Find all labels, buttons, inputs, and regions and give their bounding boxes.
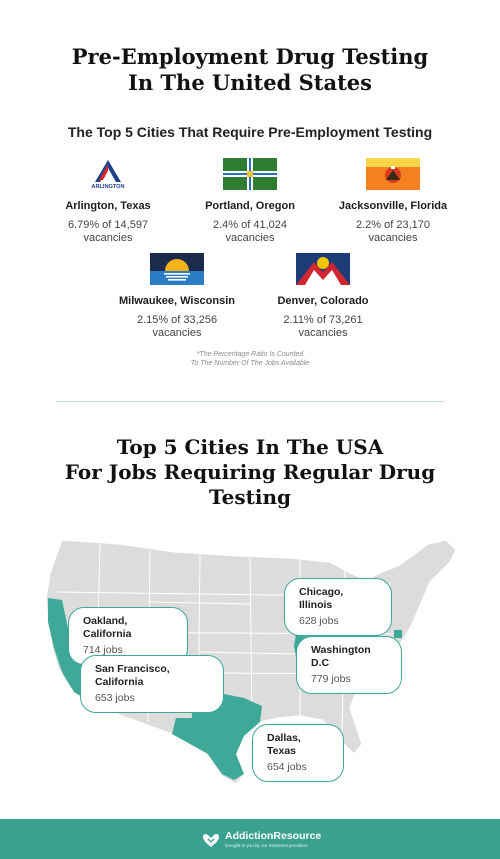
section-title-line-3: Testing [209,485,291,509]
city-card-portland: Portland, Oregon 2.4% of 41,024 vacancie… [165,158,335,245]
city-stat: 2.15% of 33,256 [136,314,218,326]
page-title-line-1: Pre-Employment Drug Testing [71,44,429,69]
city-stat: 2.4% of 41,024 [212,219,287,231]
callout-job-count: 654 jobs [267,761,307,773]
callout-chicago: Chicago, Illinois 628 jobs [284,578,392,636]
footnote-line-2: To The Number Of The Jobs Available [190,360,310,367]
portland-flag-icon [223,158,277,190]
callout-city-name: San Francisco, California [95,663,170,688]
section-divider [56,401,444,402]
footnote-line-1: *The Percentage Ratio Is Counted [196,351,304,358]
city-name: Portland, Oregon [205,200,295,212]
callout-job-count: 714 jobs [83,644,123,656]
city-card-denver: Denver, Colorado 2.11% of 73,261 vacanci… [238,253,408,340]
city-stat-unit: vacancies [83,232,133,244]
callout-dallas: Dallas, Texas 654 jobs [252,724,344,782]
city-card-milwaukee: Milwaukee, Wisconsin 2.15% of 33,256 vac… [92,253,262,340]
city-stat-unit: vacancies [368,232,418,244]
city-stat: 2.11% of 73,261 [283,314,363,326]
callout-city-name: Oakland, California [83,615,132,640]
callout-job-count: 779 jobs [311,673,351,685]
city-stat-unit: vacancies [298,327,348,339]
addiction-resource-logo-icon [203,833,219,847]
city-card-arlington: ARLINGTON Arlington, Texas 6.79% of 14,5… [23,158,193,245]
city-stat: 6.79% of 14,597 [67,219,149,231]
page-title: Pre-Employment Drug Testing In The Unite… [0,44,500,96]
callout-city-name: Chicago, Illinois [299,586,344,611]
section-title-line-2: For Jobs Requiring Regular Drug [64,460,436,484]
percentage-footnote: *The Percentage Ratio Is Counted To The … [0,350,500,368]
brand-name: AddictionResource [225,830,322,842]
washington-dc-highlight [394,630,402,638]
city-card-jacksonville: Jacksonville, Florida 2.2% of 23,170 vac… [308,158,478,245]
milwaukee-flag-icon [150,253,204,285]
brand-tagline: brought to you by our treatment provider… [225,843,308,848]
callout-washington-dc: Washington D.C 779 jobs [296,636,402,694]
city-name: Denver, Colorado [277,295,369,307]
callout-job-count: 653 jobs [95,692,135,704]
jacksonville-flag-icon [366,158,420,190]
city-stat-unit: vacancies [152,327,202,339]
footer-logo[interactable]: AddictionResource brought to you by our … [202,831,321,848]
callout-city-name: Washington D.C [311,644,371,669]
callout-city-name: Dallas, Texas [267,732,301,757]
denver-flag-icon [296,253,350,285]
page-title-line-2: In The United States [128,70,372,95]
logo-text: AddictionResource brought to you by our … [225,830,322,849]
section-title-line-1: Top 5 Cities In The USA [116,435,384,459]
footer-bar [0,819,500,859]
city-stat-unit: vacancies [225,232,275,244]
callout-job-count: 628 jobs [299,615,339,627]
section-title: Top 5 Cities In The USA For Jobs Requiri… [0,435,500,510]
city-name: Jacksonville, Florida [338,200,448,212]
callout-san-francisco: San Francisco, California 653 jobs [80,655,224,713]
city-name: Arlington, Texas [65,200,151,212]
city-name: Milwaukee, Wisconsin [118,295,236,307]
arlington-flag-icon: ARLINGTON [91,160,125,190]
arlington-flag-text: ARLINGTON [91,184,124,190]
city-stat: 2.2% of 23,170 [355,219,430,231]
section-subtitle: The Top 5 Cities That Require Pre-Employ… [67,124,433,140]
usa-map [45,539,457,785]
